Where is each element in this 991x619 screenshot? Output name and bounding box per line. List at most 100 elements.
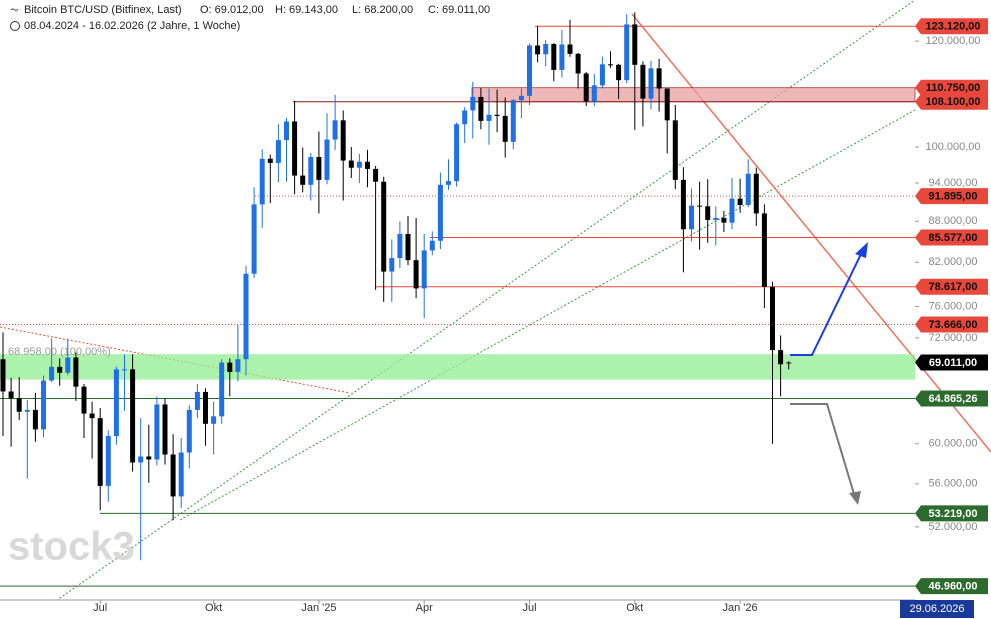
level-label-box xyxy=(915,79,988,96)
candle-body xyxy=(640,64,646,99)
candle-body xyxy=(437,184,443,241)
candle-body xyxy=(227,362,233,372)
candle-body xyxy=(737,198,743,206)
candle-body xyxy=(8,391,14,399)
candle-body xyxy=(340,120,346,161)
y-tick-label: 72.000,00 xyxy=(929,332,978,344)
candle-body xyxy=(170,454,176,497)
candle-body xyxy=(786,362,792,364)
candle-body xyxy=(373,168,379,182)
level-label-box xyxy=(915,93,988,110)
candle-body xyxy=(16,398,22,412)
candle-body xyxy=(729,198,735,223)
candle-body xyxy=(494,114,500,116)
y-tick-label: 82.000,00 xyxy=(929,256,978,268)
x-tick-label: Jan '25 xyxy=(301,602,336,614)
candle-body xyxy=(689,205,694,230)
candle-body xyxy=(559,44,565,70)
candle-body xyxy=(648,68,654,99)
down-arrow xyxy=(790,403,855,495)
resistance-zone xyxy=(471,87,916,103)
trend-line xyxy=(0,326,351,394)
candle-body xyxy=(162,404,168,455)
level-label: 85.577,00 xyxy=(929,232,978,244)
candle-body xyxy=(591,85,597,102)
candle-body xyxy=(154,404,160,460)
candle-body xyxy=(308,156,314,185)
candle-body xyxy=(518,95,524,101)
candle-body xyxy=(203,391,208,424)
candle-body xyxy=(348,160,354,168)
level-label-box xyxy=(915,278,988,295)
candle-body xyxy=(57,366,63,373)
candle-body xyxy=(284,121,289,141)
candle-body xyxy=(470,96,476,111)
candle-body xyxy=(502,115,508,142)
x-tick-label: Apr xyxy=(416,602,433,614)
candle-body xyxy=(446,181,451,185)
clock-icon xyxy=(10,21,20,31)
candle-body xyxy=(680,179,686,230)
x-tick-label: Okt xyxy=(626,602,643,614)
level-label-box xyxy=(915,578,988,595)
candle-body xyxy=(32,409,38,430)
chart-title: Bitcoin BTC/USD (Bitfinex, Last) xyxy=(24,4,182,16)
candle-body xyxy=(664,88,670,121)
candle-body xyxy=(632,24,638,65)
level-label-box xyxy=(915,316,988,333)
candle-body xyxy=(41,380,46,430)
candle-body xyxy=(551,44,557,70)
level-label-box xyxy=(915,188,988,205)
candle-body xyxy=(259,158,265,205)
candle-body xyxy=(316,156,322,180)
cursor-date-box xyxy=(900,600,974,618)
candle-body xyxy=(178,452,184,497)
level-label: 110.750,00 xyxy=(926,82,980,94)
y-tick-label: 88.000,00 xyxy=(929,215,978,227)
ohlc-high: H: 69.143,00 xyxy=(275,4,338,16)
chart-subtitle: 08.04.2024 - 16.02.2026 (2 Jahre, 1 Woch… xyxy=(24,20,240,32)
candle-body xyxy=(510,100,516,142)
up-arrow xyxy=(790,251,863,356)
candle-body xyxy=(478,96,484,121)
candle-body xyxy=(462,110,468,125)
arrow-head xyxy=(849,491,861,505)
y-tick-label: 56.000,00 xyxy=(929,478,978,490)
candle-body xyxy=(365,161,370,169)
candle-body xyxy=(761,213,767,287)
candle-body xyxy=(535,45,541,55)
candle-body xyxy=(356,161,362,168)
x-tick-label: Jul xyxy=(93,602,107,614)
level-label: 91.895,00 xyxy=(929,191,978,203)
candle-body xyxy=(49,366,55,381)
candle-body xyxy=(186,409,192,453)
candle-body xyxy=(73,357,79,387)
watermark: stock3 xyxy=(8,525,135,569)
candle-body xyxy=(211,416,217,424)
level-label: 123.120,00 xyxy=(925,21,980,33)
level-label: 69.011,00 xyxy=(929,357,977,369)
candle-body xyxy=(608,64,613,66)
candle-body xyxy=(219,362,225,417)
header-icon: ⏦ xyxy=(10,4,19,16)
downtrend-line xyxy=(631,13,991,453)
candle-body xyxy=(697,205,703,207)
level-label-box xyxy=(915,505,988,522)
candle-body xyxy=(24,409,30,412)
candle-body xyxy=(656,68,662,89)
candle-body xyxy=(130,369,136,463)
level-label-box xyxy=(915,354,988,371)
ohlc-low: L: 68.200,00 xyxy=(352,4,413,16)
x-tick-label: Jan '26 xyxy=(723,602,758,614)
candle-body xyxy=(267,158,273,163)
candle-body xyxy=(713,217,719,220)
candle-body xyxy=(421,250,427,289)
cursor-date: 29.06.2026 xyxy=(909,603,964,615)
candle-body xyxy=(721,217,727,223)
level-label: 64.865,26 xyxy=(929,393,978,405)
candle-body xyxy=(543,44,549,55)
support-zone xyxy=(0,354,915,380)
candle-body xyxy=(389,258,395,272)
